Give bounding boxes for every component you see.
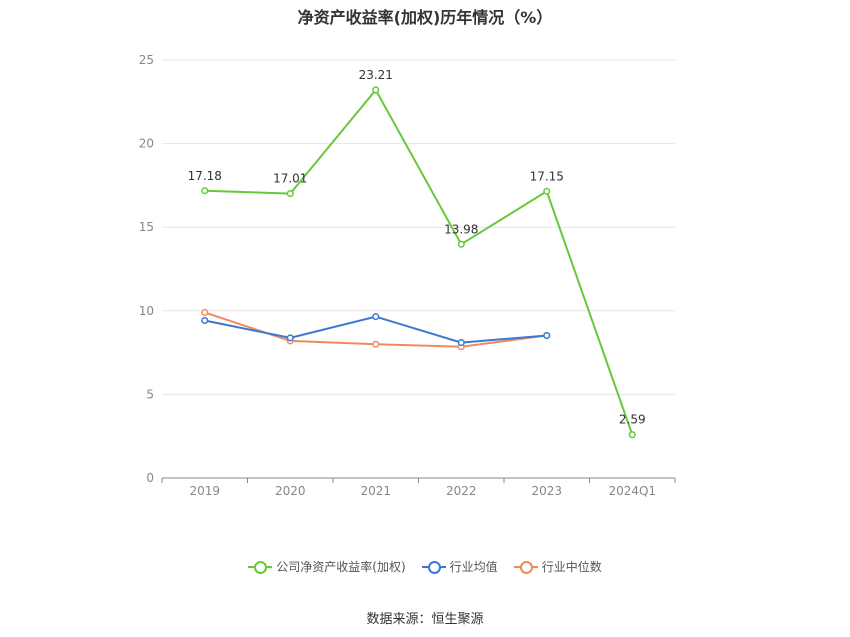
data-point bbox=[372, 313, 380, 321]
y-tick-label: 0 bbox=[146, 471, 154, 485]
source-note: 数据来源：恒生聚源 bbox=[366, 612, 484, 627]
legend-item[interactable]: 行业中位数 bbox=[513, 558, 602, 575]
data-label: 2.59 bbox=[619, 413, 646, 427]
data-point bbox=[457, 240, 465, 248]
data-point bbox=[201, 187, 209, 195]
data-point bbox=[372, 86, 380, 94]
legend-item[interactable]: 公司净资产收益率(加权) bbox=[248, 558, 406, 575]
legend-item[interactable]: 行业均值 bbox=[421, 558, 498, 575]
data-point bbox=[457, 339, 465, 347]
series-line bbox=[204, 88, 634, 436]
y-tick-label: 15 bbox=[139, 220, 154, 234]
legend-label: 公司净资产收益率(加权) bbox=[276, 560, 406, 574]
data-point bbox=[372, 340, 380, 348]
y-tick-label: 10 bbox=[139, 304, 154, 318]
x-tick-label: 2021 bbox=[360, 484, 391, 498]
data-point bbox=[201, 308, 209, 317]
x-tick-label: 2024Q1 bbox=[608, 484, 656, 498]
data-label: 17.01 bbox=[273, 172, 307, 186]
data-label: 23.21 bbox=[359, 68, 393, 82]
chart-title: 净资产收益率(加权)历年情况（%） bbox=[297, 8, 553, 27]
y-tick-label: 5 bbox=[146, 387, 154, 401]
data-label: 17.18 bbox=[188, 169, 222, 183]
legend-label: 行业中位数 bbox=[541, 560, 602, 574]
legend-marker-icon bbox=[248, 560, 273, 574]
x-tick-label: 2022 bbox=[446, 484, 477, 498]
data-point bbox=[543, 331, 551, 340]
y-tick-label: 20 bbox=[139, 137, 154, 151]
legend: 公司净资产收益率(加权) 行业均值 行业中位数 bbox=[0, 558, 850, 575]
data-point bbox=[628, 431, 636, 439]
data-label: 13.98 bbox=[444, 222, 478, 236]
data-point bbox=[543, 187, 551, 195]
x-tick-label: 2019 bbox=[189, 484, 220, 498]
legend-marker-icon bbox=[421, 560, 446, 574]
data-point bbox=[201, 316, 209, 325]
data-point bbox=[286, 190, 294, 198]
data-point bbox=[286, 334, 294, 342]
y-tick-label: 25 bbox=[139, 53, 154, 67]
x-tick-label: 2020 bbox=[275, 484, 306, 498]
x-tick-label: 2023 bbox=[531, 484, 562, 498]
data-label: 17.15 bbox=[530, 169, 564, 183]
legend-label: 行业均值 bbox=[449, 560, 498, 574]
legend-marker-icon bbox=[513, 560, 538, 574]
